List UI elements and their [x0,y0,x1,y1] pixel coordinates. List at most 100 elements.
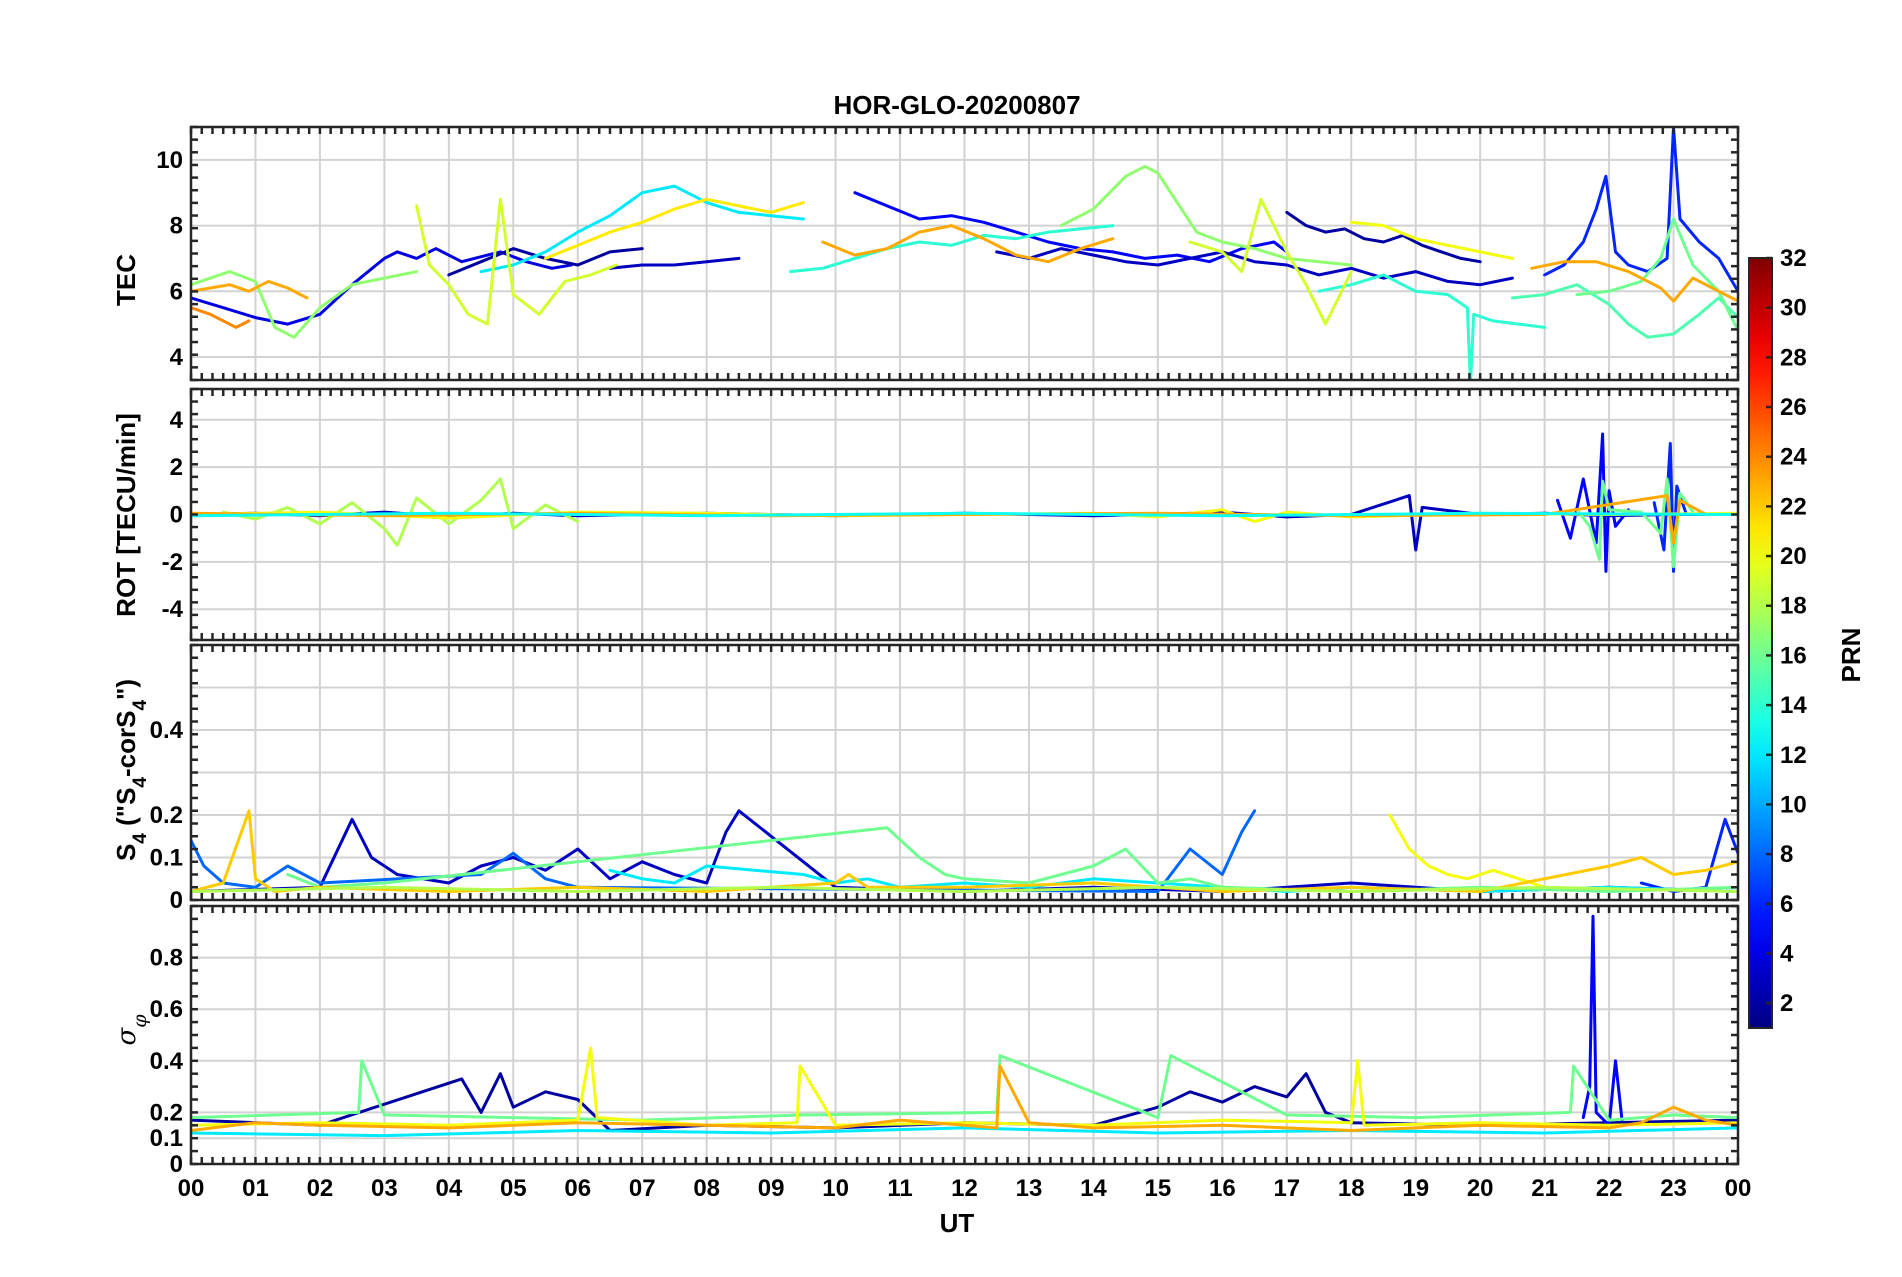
x-tick-label: 15 [1145,1175,1172,1202]
colorbar-tick-label: 24 [1780,444,1807,471]
colorbar-tick-label: 14 [1780,692,1807,719]
series-group [191,809,1738,893]
series-line-prn-22 [191,809,1738,893]
series-line-prn-18 [191,885,1738,893]
x-tick-label: 23 [1660,1175,1687,1202]
series-line-prn-18 [221,477,580,547]
x-tick-label: 21 [1531,1175,1558,1202]
series-group [191,432,1738,573]
x-tick-label: 09 [758,1175,785,1202]
x-tick-label: 06 [564,1175,591,1202]
axes-frame [189,387,1740,642]
x-tick-label: 08 [693,1175,720,1202]
series-line-prn-23 [1530,260,1738,303]
y-axis-label: TEC [111,254,141,306]
x-axis-label: UT [940,1208,975,1238]
series-line-prn-23 [821,224,1115,264]
series-line-prn-21 [544,197,805,260]
y-tick-label: 8 [170,213,183,240]
y-tick-label: 0 [170,502,183,529]
y-tick-label: -4 [162,596,184,623]
series-group [191,914,1738,1138]
series-line-prn-19 [1188,197,1353,326]
axes-frame [189,643,1740,902]
series-line-prn-20 [1388,813,1547,889]
series-line-prn-8 [191,809,1257,893]
axes-frame [189,904,1740,1166]
series-line-prn-19 [415,197,618,326]
x-tick-label: 04 [435,1175,462,1202]
series-line-prn-6 [1543,127,1738,293]
y-tick-label: 0.8 [150,945,183,972]
colorbar-tick-label: 26 [1780,394,1807,421]
panel-1: 4 6 8 10 TEC [111,125,1740,382]
y-tick-label: 0.4 [150,1048,184,1075]
x-tick-label: 05 [500,1175,527,1202]
colorbar-tick-label: 20 [1780,543,1807,570]
y-tick-label: 0.2 [150,802,183,829]
x-tick-label: 00 [1725,1175,1752,1202]
x-tick-label: 18 [1338,1175,1365,1202]
colorbar-tick-label: 6 [1780,891,1793,918]
colorbar-tick-label: 28 [1780,344,1807,371]
x-tick-label: 16 [1209,1175,1236,1202]
colorbar-gradient [1749,258,1772,1028]
colorbar-tick-label: 8 [1780,841,1793,868]
y-tick-label: 2 [170,454,183,481]
x-tick-label: 12 [951,1175,978,1202]
x-tick-label: 22 [1596,1175,1623,1202]
y-tick-label: 4 [170,407,184,434]
series-line-prn-12 [191,1126,1738,1138]
colorbar-tick-label: 18 [1780,593,1807,620]
x-tick-label: 20 [1467,1175,1494,1202]
series-line-prn-20 [191,1046,1738,1127]
panel-3: 0 0.1 0.2 0.4S4 ("S4-corS4") [111,643,1740,914]
y-tick-label: 0.2 [150,1099,183,1126]
colorbar-tick-label: 16 [1780,642,1807,669]
series-line-prn-12 [479,184,805,274]
colorbar-tick-label: 10 [1780,791,1807,818]
series-line-prn-6 [1639,817,1738,893]
series-line-prn-5 [1581,914,1624,1127]
colorbar-frame [1748,257,1773,1029]
panel-4: 00.10.2 0.4 0.6 0.8 σφ [112,904,1740,1178]
y-tick-label: 0.1 [150,1125,183,1152]
series-line-prn-20 [1349,220,1514,260]
series-line-prn-15 [1510,283,1738,339]
series-line-prn-6 [1652,442,1688,573]
colorbar-tick-label: 4 [1780,940,1794,967]
series-line-prn-13 [191,511,1738,518]
series-line-prn-24 [191,306,251,329]
x-tick-label: 00 [178,1175,205,1202]
series-line-prn-23 [191,279,309,300]
colorbar-label: PRN [1836,628,1866,683]
y-tick-label: 0.1 [150,845,183,872]
series-line-prn-16 [191,1054,1738,1122]
y-tick-label: 0.6 [150,996,183,1023]
colorbar-tick-label: 2 [1780,990,1793,1017]
series-line-prn-16 [1575,217,1738,333]
y-axis-label: σφ [112,1014,151,1046]
colorbar-tick-label: 12 [1780,742,1807,769]
y-axis-label: ROT [TECU/min] [111,413,141,617]
x-tick-label: 10 [822,1175,849,1202]
y-tick-label: 0.4 [150,717,184,744]
y-tick-label: 4 [170,344,184,371]
colorbar-tick-label: 22 [1780,493,1807,520]
series-line-prn-14 [1317,273,1547,380]
series-line-prn-2 [1285,210,1482,264]
x-tick-label: 17 [1273,1175,1300,1202]
x-tick-label: 13 [1016,1175,1043,1202]
x-tick-label: 07 [629,1175,656,1202]
y-tick-label: -2 [162,549,183,576]
x-tick-label: 03 [371,1175,398,1202]
colorbar-tick-label: 32 [1780,245,1807,272]
y-tick-label: 6 [170,278,183,305]
series-line-prn-23 [191,1064,1738,1132]
y-tick-label: 0 [170,1151,183,1178]
colorbar-tick-label: 30 [1780,295,1807,322]
series-line-prn-3 [608,256,741,270]
